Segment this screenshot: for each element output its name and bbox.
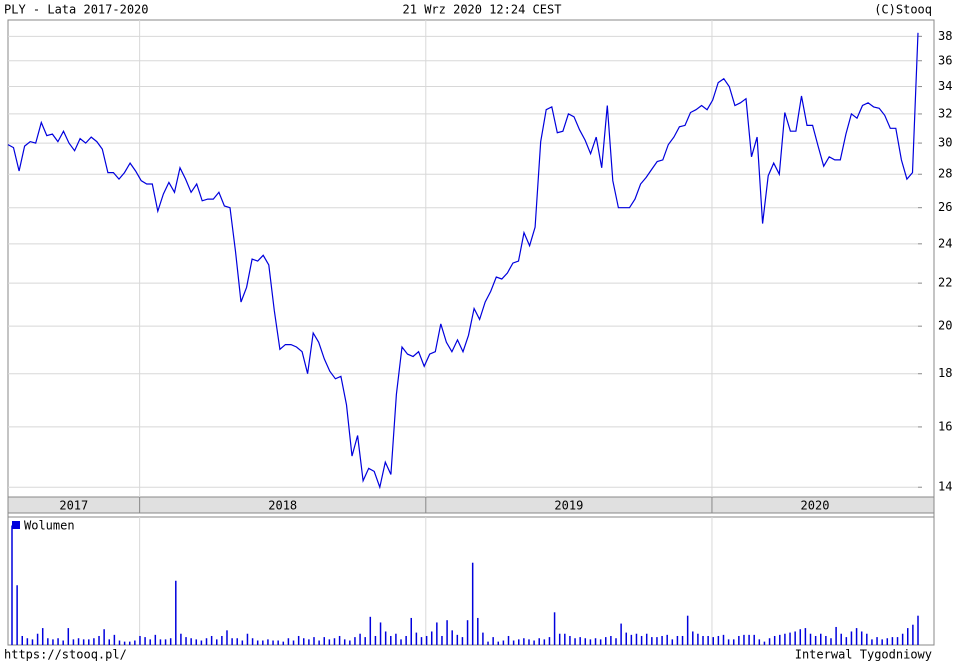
y-tick-label: 36 [938, 53, 952, 67]
chart-title: PLY - Lata 2017-2020 [4, 3, 149, 17]
y-tick-label: 38 [938, 29, 952, 43]
credit: (C)Stooq [874, 3, 932, 17]
y-tick-label: 34 [938, 79, 952, 93]
x-tick-label: 2019 [554, 499, 583, 513]
chart-date: 21 Wrz 2020 12:24 CEST [403, 3, 562, 17]
y-tick-label: 16 [938, 419, 952, 433]
footer-interval: Interwal Tygodniowy [795, 648, 932, 662]
y-tick-label: 20 [938, 319, 952, 333]
x-tick-label: 2020 [801, 499, 830, 513]
y-tick-label: 18 [938, 366, 952, 380]
legend-label: Wolumen [24, 519, 75, 533]
x-tick-label: 2018 [268, 499, 297, 513]
y-tick-label: 28 [938, 167, 952, 181]
y-tick-label: 32 [938, 106, 952, 120]
y-tick-label: 30 [938, 136, 952, 150]
y-tick-label: 24 [938, 236, 952, 250]
legend-swatch [12, 521, 20, 529]
y-tick-label: 14 [938, 480, 952, 494]
x-tick-label: 2017 [59, 499, 88, 513]
y-tick-label: 22 [938, 276, 952, 290]
y-tick-label: 26 [938, 200, 952, 214]
year-band [7, 496, 935, 514]
footer-url: https://stooq.pl/ [4, 648, 127, 662]
price-line [7, 32, 919, 490]
frame [7, 19, 935, 646]
